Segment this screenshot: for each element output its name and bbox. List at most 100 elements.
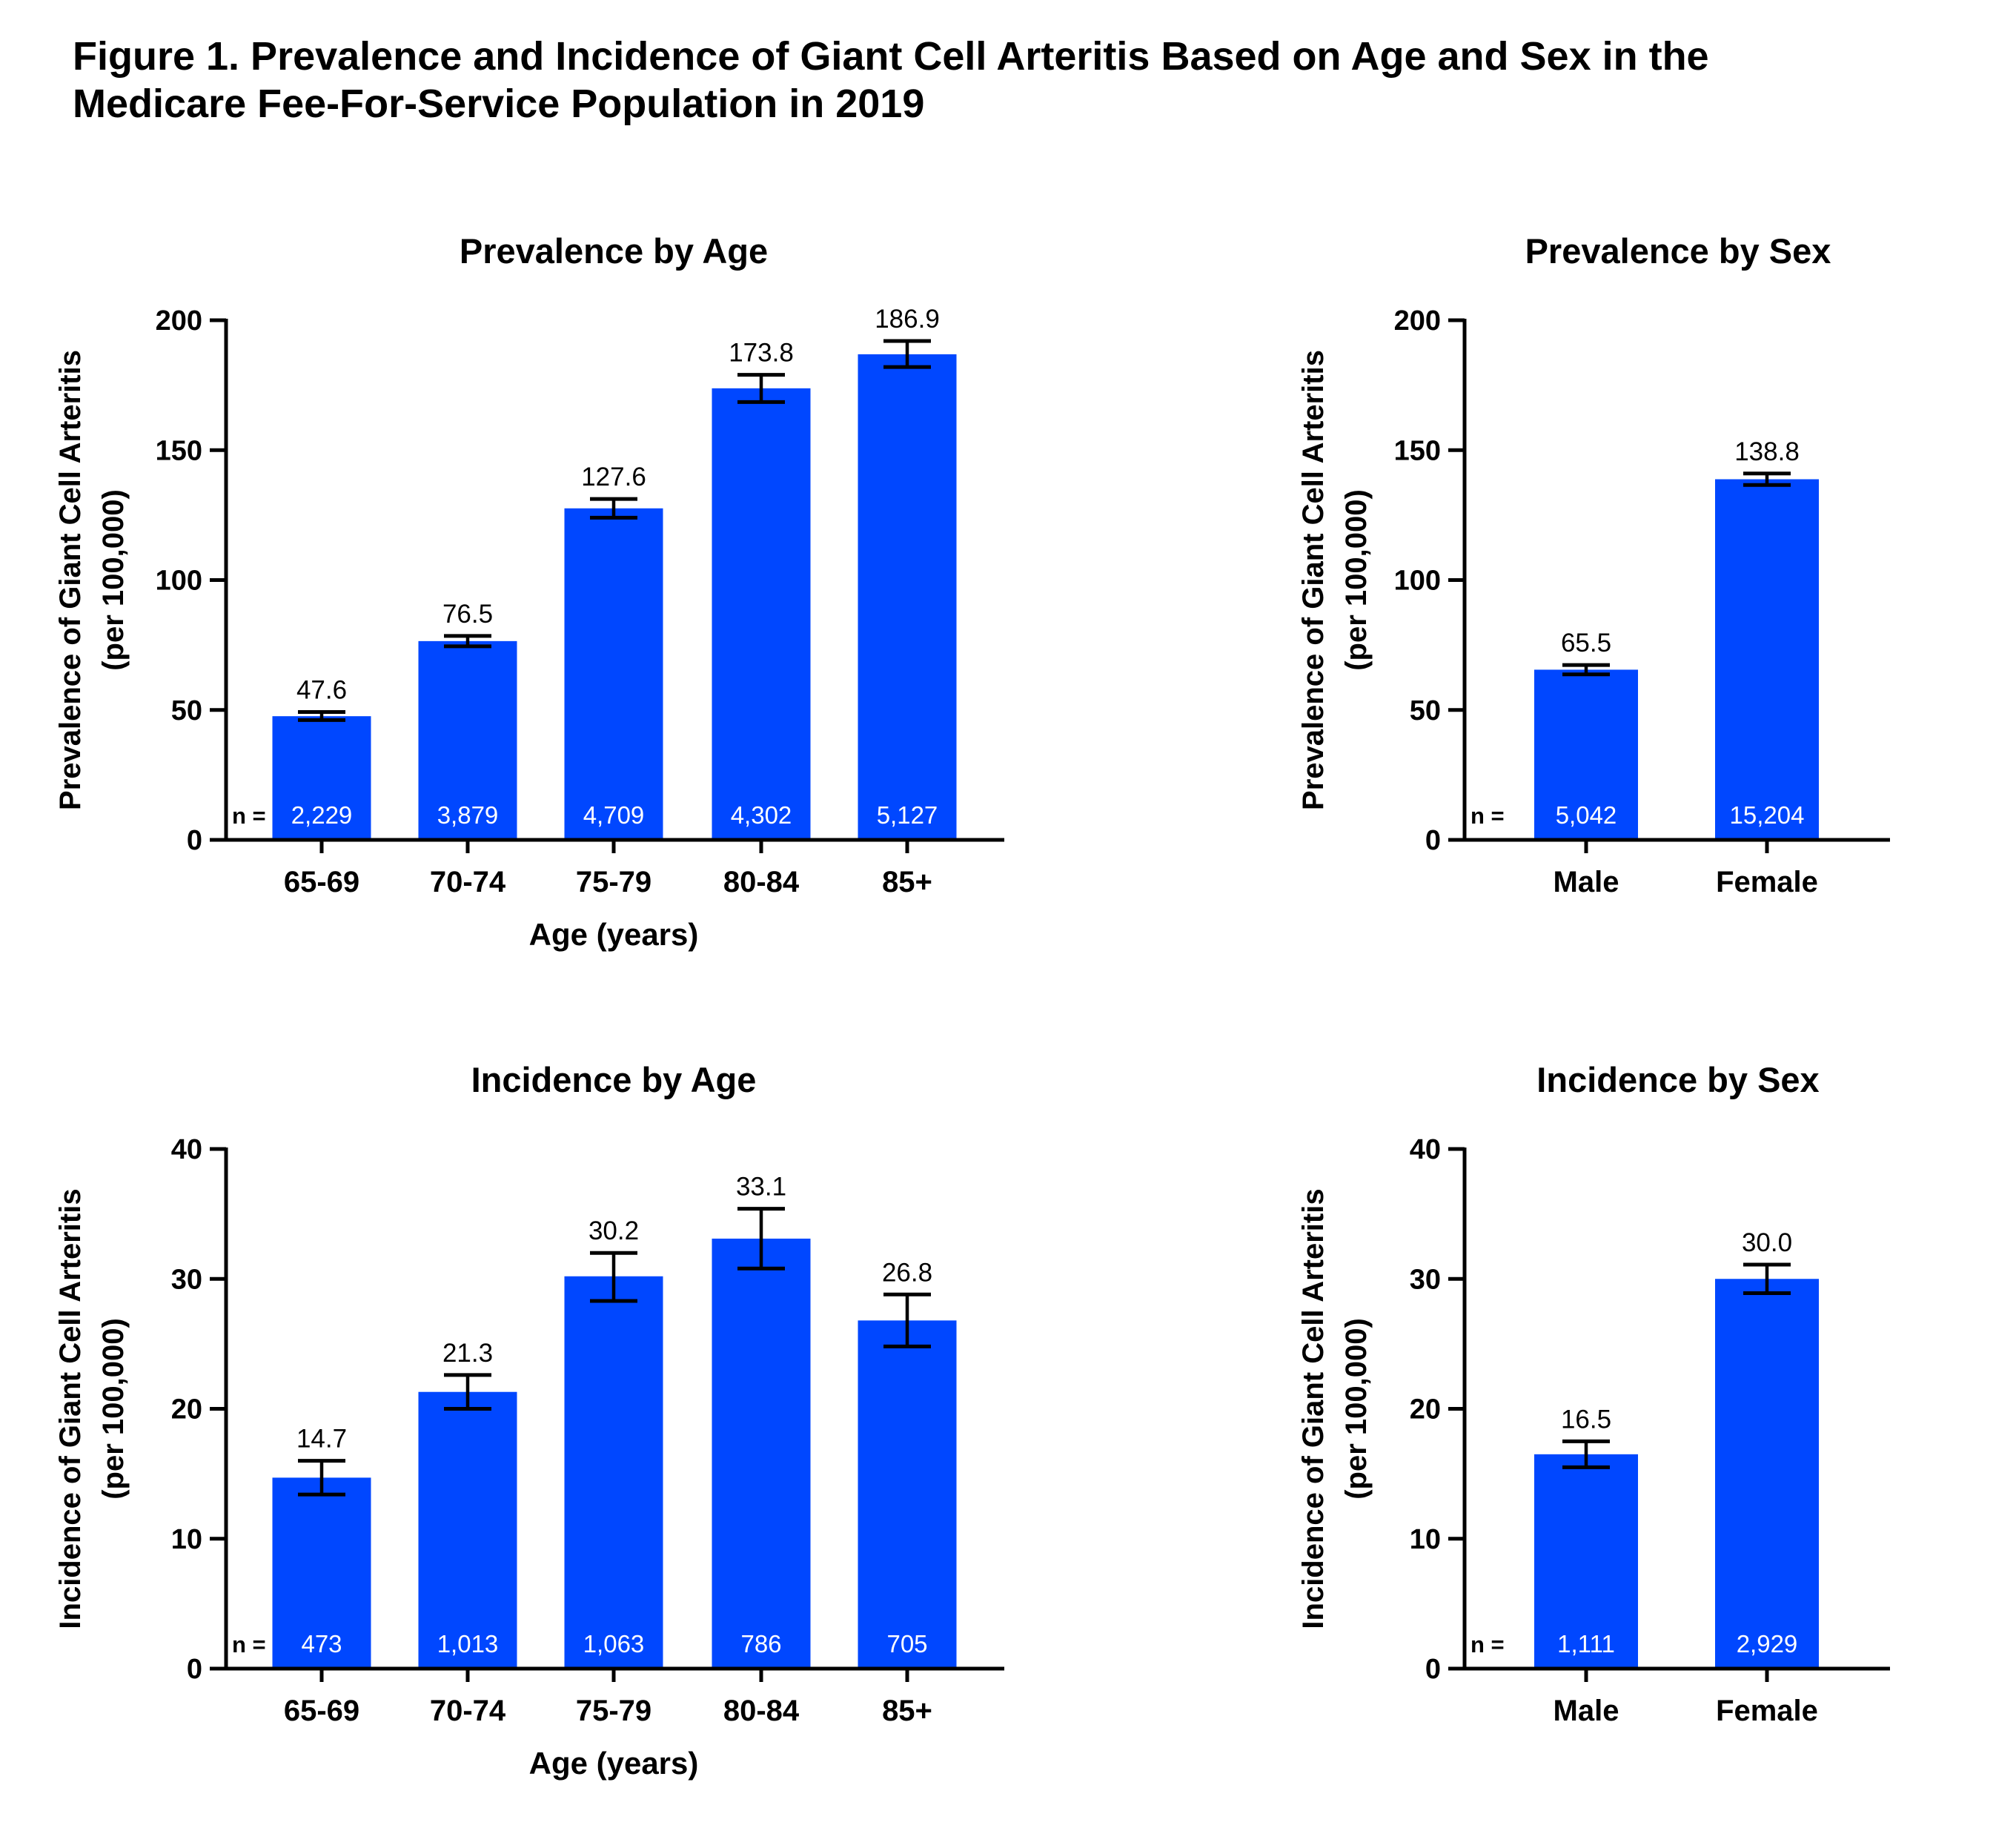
x-tick-label: 80-84	[723, 1695, 800, 1727]
bar-65-69	[272, 716, 371, 840]
y-axis-label-units: (per 100,000)	[1340, 1318, 1373, 1500]
y-axis-label-units: (per 100,000)	[97, 489, 130, 671]
data-label: 173.8	[729, 339, 794, 368]
bar-75-79	[564, 508, 663, 840]
n-prefix-label: n =	[232, 1632, 266, 1658]
y-tick-label: 100	[1394, 566, 1441, 597]
x-axis-label: Age (years)	[529, 917, 699, 952]
x-tick-label: 65-69	[284, 866, 359, 898]
y-tick-label: 100	[156, 566, 202, 597]
data-label: 30.0	[1742, 1228, 1792, 1257]
data-label: 21.3	[442, 1339, 493, 1368]
n-count-label: 1,063	[583, 1630, 645, 1658]
n-count-label: 2,229	[291, 801, 353, 829]
data-label: 138.8	[1734, 437, 1800, 466]
bar-Male	[1534, 1454, 1638, 1669]
figure-title-line-2: Medicare Fee-For-Service Population in 2…	[73, 82, 925, 126]
bar-75-79	[564, 1276, 663, 1669]
y-tick-label: 0	[1425, 825, 1441, 856]
n-count-label: 705	[886, 1630, 927, 1658]
y-tick-label: 200	[1394, 305, 1441, 337]
x-tick-label: 70-74	[430, 1695, 506, 1727]
chart-panel-incidence-by-age: Incidence by Age Incidence of Giant Cell …	[54, 1060, 1004, 1781]
y-tick-label: 150	[1394, 435, 1441, 466]
n-count-label: 3,879	[437, 801, 499, 829]
y-tick-label: 0	[187, 1654, 202, 1685]
y-axis-label: Incidence of Giant Cell Arteritis	[54, 1188, 87, 1629]
data-label: 127.6	[581, 463, 646, 491]
n-prefix-label: n =	[232, 803, 266, 829]
n-count-label: 473	[301, 1630, 342, 1658]
n-count-label: 1,013	[437, 1630, 499, 1658]
data-label: 47.6	[296, 676, 347, 705]
data-label: 26.8	[882, 1258, 932, 1287]
chart-title: Incidence by Sex	[1536, 1060, 1819, 1099]
y-tick-label: 30	[1410, 1264, 1441, 1295]
y-axis-label-units: (per 100,000)	[1340, 489, 1373, 671]
x-tick-label: 85+	[882, 866, 932, 898]
bar-70-74	[418, 1391, 517, 1669]
x-tick-label: 85+	[882, 1695, 932, 1727]
n-count-label: 4,302	[731, 801, 792, 829]
n-count-label: 15,204	[1730, 801, 1805, 829]
figure-title: Figure 1. Prevalence and Incidence of Gi…	[73, 33, 1709, 128]
n-count-label: 5,127	[877, 801, 938, 829]
x-tick-label: 70-74	[430, 866, 506, 898]
chart-panel-prevalence-by-sex: Prevalence by Sex Prevalence of Giant Cel…	[1297, 231, 1890, 898]
bar-65-69	[272, 1477, 371, 1669]
y-tick-label: 30	[171, 1264, 202, 1295]
y-tick-label: 20	[1410, 1394, 1441, 1425]
y-tick-label: 10	[1410, 1524, 1441, 1555]
data-label: 76.5	[442, 600, 493, 629]
y-axis-label: Prevalence of Giant Cell Arteritis	[54, 350, 87, 810]
n-count-label: 786	[740, 1630, 781, 1658]
n-prefix-label: n =	[1470, 1632, 1505, 1658]
chart-title: Incidence by Age	[471, 1060, 757, 1099]
data-label: 16.5	[1561, 1405, 1611, 1434]
x-axis-label: Age (years)	[529, 1746, 699, 1781]
bar-Female	[1715, 1279, 1819, 1669]
chart-panel-prevalence-by-age: Prevalence by Age Prevalence of Giant Cel…	[54, 231, 1004, 952]
y-tick-label: 0	[1425, 1654, 1441, 1685]
y-tick-label: 40	[1410, 1134, 1441, 1165]
n-count-label: 2,929	[1737, 1630, 1798, 1658]
bar-80-84	[712, 1238, 811, 1669]
data-label: 186.9	[875, 305, 940, 334]
data-label: 14.7	[296, 1425, 347, 1454]
x-tick-label: Male	[1554, 866, 1619, 898]
n-count-label: 5,042	[1556, 801, 1617, 829]
x-tick-label: 65-69	[284, 1695, 359, 1727]
bar-70-74	[418, 640, 517, 840]
y-tick-label: 200	[156, 305, 202, 337]
n-count-label: 1,111	[1557, 1630, 1615, 1658]
data-label: 30.2	[588, 1216, 639, 1245]
x-tick-label: 75-79	[576, 1695, 651, 1727]
y-tick-label: 150	[156, 435, 202, 466]
data-label: 33.1	[736, 1173, 786, 1202]
bar-85+	[858, 354, 957, 840]
data-label: 65.5	[1561, 629, 1611, 658]
y-tick-label: 50	[1410, 695, 1441, 726]
y-tick-label: 10	[171, 1524, 202, 1555]
x-tick-label: Female	[1716, 1695, 1818, 1727]
x-tick-label: 80-84	[723, 866, 800, 898]
bar-Male	[1534, 669, 1638, 840]
figure-title-line-1: Figure 1. Prevalence and Incidence of Gi…	[73, 34, 1709, 79]
n-count-label: 4,709	[583, 801, 645, 829]
n-prefix-label: n =	[1470, 803, 1505, 829]
chart-title: Prevalence by Sex	[1525, 231, 1831, 271]
y-tick-label: 20	[171, 1394, 202, 1425]
y-axis-label: Incidence of Giant Cell Arteritis	[1297, 1188, 1330, 1629]
bar-85+	[858, 1320, 957, 1669]
bar-80-84	[712, 388, 811, 840]
chart-panel-incidence-by-sex: Incidence by Sex Incidence of Giant Cell …	[1297, 1060, 1890, 1727]
bar-Female	[1715, 479, 1819, 840]
chart-title: Prevalence by Age	[460, 231, 768, 271]
y-axis-label-units: (per 100,000)	[97, 1318, 130, 1500]
x-tick-label: Male	[1554, 1695, 1619, 1727]
y-tick-label: 50	[171, 695, 202, 726]
y-tick-label: 0	[187, 825, 202, 856]
x-tick-label: Female	[1716, 866, 1818, 898]
y-axis-label: Prevalence of Giant Cell Arteritis	[1297, 350, 1330, 810]
